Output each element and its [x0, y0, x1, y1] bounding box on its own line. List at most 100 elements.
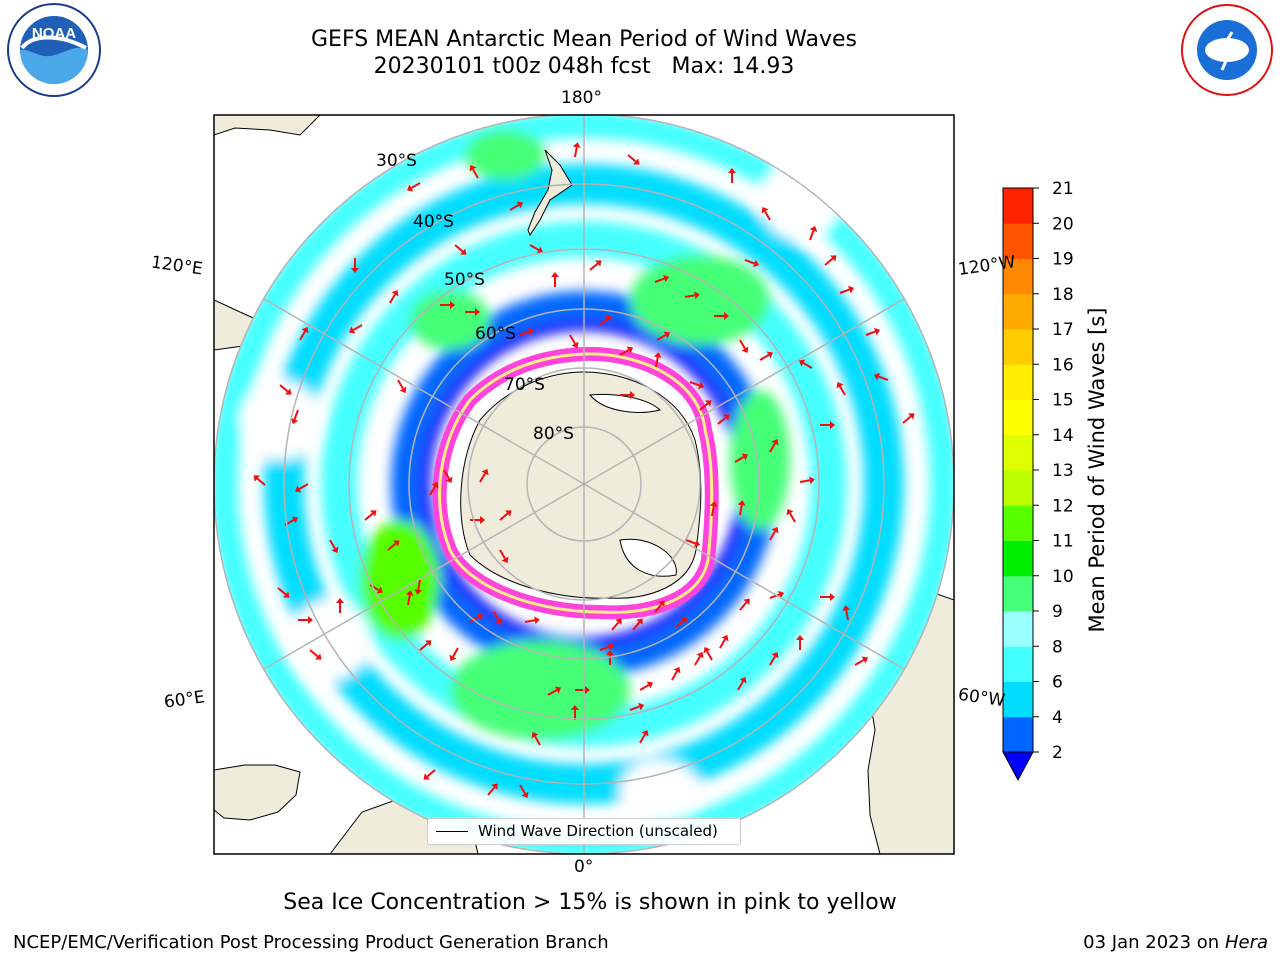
wave-direction-arrowhead: [641, 730, 649, 737]
wave-direction-arrowhead: [703, 647, 711, 654]
colorbar-segment: [1003, 399, 1033, 436]
colorbar-tick-label: 19: [1052, 250, 1074, 270]
colorbar-segment: [1003, 434, 1033, 471]
wave-direction-arrow: [454, 244, 464, 253]
wave-direction-arrowhead: [521, 791, 529, 798]
wave-direction-arrowhead: [405, 590, 414, 596]
wave-direction-arrow: [426, 769, 436, 778]
legend-label: Wind Wave Direction (unscaled): [478, 822, 718, 840]
wave-direction-arrow: [671, 670, 678, 681]
wave-direction-arrowhead: [721, 635, 729, 642]
wave-direction-arrowhead: [608, 642, 615, 651]
wave-direction-arrow: [352, 324, 363, 331]
colorbar-segment: [1003, 258, 1033, 295]
wave-direction-arrowhead: [658, 600, 665, 607]
wave-direction-arrowhead: [766, 351, 773, 359]
wave-direction-arrowhead: [739, 677, 747, 684]
colorbar-tick-label: 18: [1052, 285, 1074, 305]
footer-date-text: 03 Jan 2023 on: [1083, 932, 1220, 953]
colorbar-tick-label: 14: [1052, 426, 1074, 446]
wave-direction-arrowhead: [449, 654, 457, 661]
wave-direction-arrow: [719, 638, 726, 649]
wave-direction-arrowhead: [531, 732, 539, 739]
lon-label-180: 180°: [561, 88, 602, 108]
wave-direction-arrowhead: [694, 539, 701, 548]
lat-label-40s: 40°S: [413, 212, 454, 232]
nws-logo: [1176, 2, 1278, 102]
wave-direction-arrowhead: [480, 516, 485, 524]
wave-direction-arrow: [689, 381, 700, 387]
wave-direction-arrow: [824, 257, 834, 266]
wave-direction-arrowhead: [830, 421, 835, 429]
wave-direction-arrowhead: [873, 372, 880, 381]
wave-direction-arrowhead: [626, 346, 633, 354]
wave-direction-arrowhead: [285, 388, 292, 395]
colorbar-tick-label: 10: [1052, 567, 1074, 587]
wind-wave-arrows: [253, 142, 915, 798]
wave-direction-arrow: [854, 659, 865, 666]
wave-direction-arrowhead: [585, 686, 590, 694]
graticule: [214, 115, 954, 854]
wave-direction-arrowhead: [391, 290, 399, 297]
wave-direction-arrowhead: [376, 586, 383, 594]
wave-direction-arrowhead: [705, 400, 712, 407]
ross-ice-shelf: [589, 393, 661, 413]
wave-direction-arrow: [472, 168, 479, 179]
wave-direction-arrowhead: [761, 207, 769, 214]
wave-direction-arrow: [298, 483, 309, 490]
wave-direction-arrowhead: [809, 476, 815, 485]
colorbar-segment: [1003, 716, 1033, 753]
wave-direction-arrow: [809, 230, 815, 241]
wave-direction-arrowhead: [414, 589, 423, 595]
wave-direction-arrow: [865, 330, 876, 336]
noaa-logo-text: NOAA: [32, 25, 76, 42]
wave-direction-arrow: [802, 362, 813, 369]
wave-direction-arrow: [699, 402, 709, 411]
footer-credit: NCEP/EMC/Verification Post Processing Pr…: [13, 932, 609, 953]
colorbar-extend-triangle: [1002, 751, 1034, 782]
wave-direction-arrow: [277, 587, 287, 596]
wave-direction-arrowhead: [663, 274, 670, 283]
wave-direction-arrow: [769, 593, 780, 599]
lat-label-80s: 80°S: [533, 424, 574, 444]
wave-direction-arrow: [299, 330, 306, 341]
wave-direction-arrow: [524, 619, 536, 623]
wave-direction-arrow: [509, 204, 520, 211]
wave-direction-arrowhead: [407, 184, 414, 192]
wave-direction-arrowhead: [771, 439, 779, 446]
wave-direction-arrowhead: [534, 616, 540, 625]
wave-direction-arrowhead: [696, 652, 704, 659]
wave-direction-arrowhead: [830, 255, 837, 262]
wave-direction-arrow: [739, 504, 743, 516]
wave-direction-arrow: [309, 649, 319, 658]
lat-label-60s: 60°S: [475, 324, 516, 344]
colorbar-segment: [1003, 329, 1033, 365]
wave-direction-arrowhead: [425, 640, 432, 647]
wave-direction-arrowhead: [516, 201, 523, 209]
wave-direction-arrowhead: [605, 315, 612, 322]
colorbar-segment: [1003, 293, 1033, 330]
wave-direction-arrow: [479, 472, 486, 483]
wave-direction-arrow: [293, 409, 299, 420]
map-frame: [213, 114, 955, 855]
wave-direction-arrow: [279, 384, 289, 393]
wave-direction-arrowhead: [799, 359, 806, 367]
wave-direction-arrowhead: [653, 352, 662, 358]
wave-direction-arrow: [629, 705, 640, 711]
wave-direction-arrowhead: [830, 593, 835, 601]
wave-direction-arrow: [878, 375, 889, 381]
wave-direction-arrowhead: [723, 414, 730, 421]
wave-direction-arrowhead: [595, 260, 602, 267]
wave-direction-arrowhead: [771, 527, 779, 534]
wave-direction-arrowhead: [796, 635, 804, 640]
colorbar-segment: [1003, 611, 1033, 647]
wave-direction-arrow: [569, 334, 576, 345]
wave-direction-arrow: [387, 542, 397, 551]
wave-direction-arrowhead: [460, 248, 467, 255]
wave-direction-arrow: [639, 733, 646, 744]
wave-direction-arrow: [407, 594, 411, 606]
wave-direction-arrowhead: [536, 246, 543, 254]
wave-direction-arrowhead: [728, 168, 736, 173]
colorbar-segment: [1003, 646, 1033, 682]
wave-direction-arrow: [547, 689, 558, 696]
